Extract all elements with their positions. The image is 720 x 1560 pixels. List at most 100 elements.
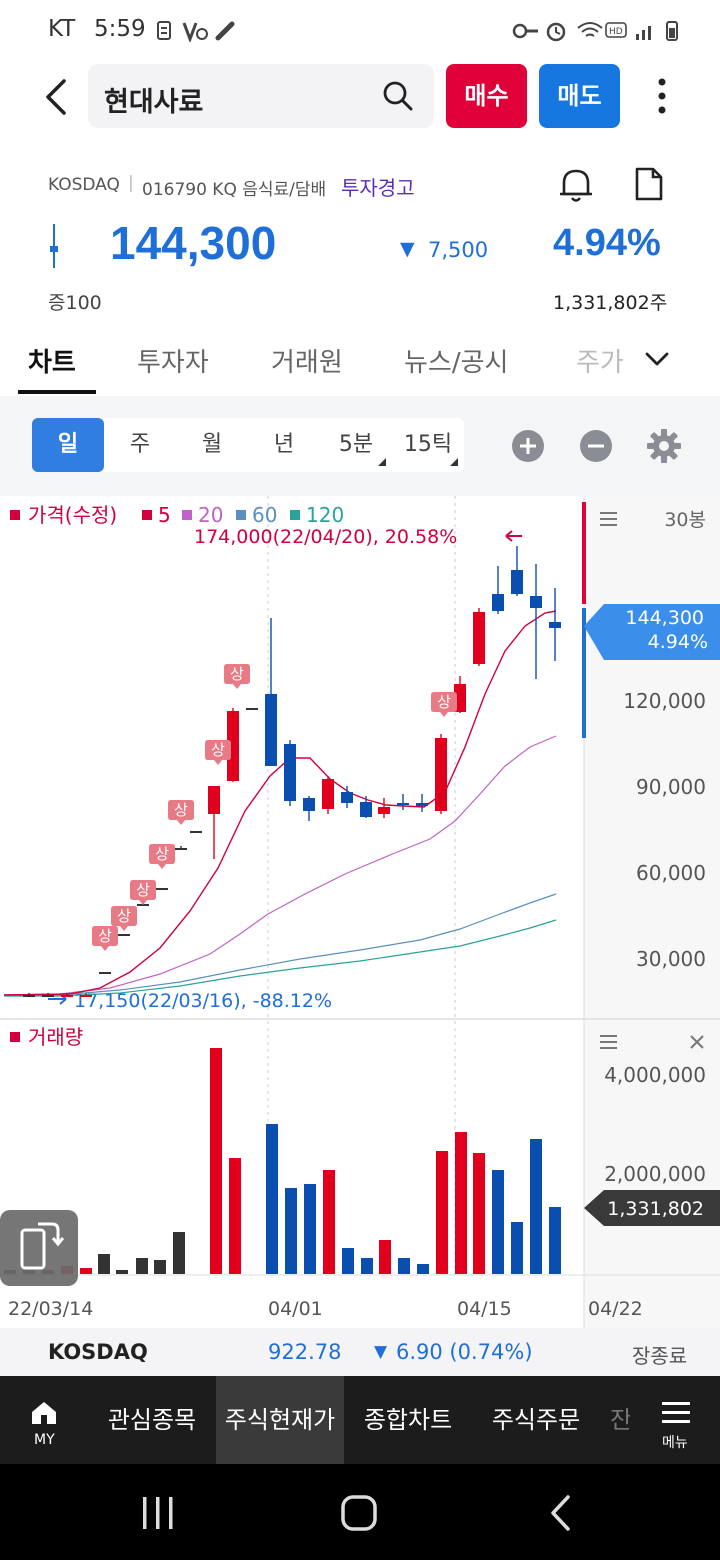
ma20-line	[3, 735, 557, 996]
candle-body	[378, 807, 390, 814]
candle-body	[246, 708, 258, 710]
limit-up-badge-shape	[168, 800, 194, 825]
legend-swatch-ma120	[290, 510, 300, 520]
limit-up-badge-shape	[111, 906, 137, 931]
nav-stock-price[interactable]: 주식현재가	[216, 1376, 344, 1464]
price-axis-tick: 60,000	[636, 861, 706, 885]
zoom-in-icon[interactable]	[511, 429, 545, 463]
nav-watchlist[interactable]: 관심종목	[107, 1406, 197, 1434]
period-month[interactable]: 월	[201, 432, 223, 457]
close-icon[interactable]	[690, 1035, 704, 1049]
candlestick-series	[23, 546, 561, 997]
period-day[interactable]: 일	[32, 418, 104, 472]
volume-bar	[361, 1258, 373, 1274]
down-triangle-icon: ▼	[400, 238, 415, 260]
market-index-bar[interactable]: KOSDAQ 922.78 ▼ 6.90 (0.74%) 장종료	[0, 1328, 720, 1376]
period-15tick[interactable]: 15틱	[403, 432, 453, 457]
candle-body	[416, 803, 428, 806]
date-axis-tick: 04/15	[457, 1298, 512, 1320]
tab-stock-price[interactable]: 주가	[576, 348, 624, 378]
period-5min[interactable]: 5분	[338, 432, 374, 457]
nav-my[interactable]: MY	[0, 1376, 88, 1464]
gear-icon[interactable]	[646, 428, 682, 464]
candle-body	[322, 779, 334, 809]
search-icon[interactable]	[382, 80, 414, 112]
limit-up-badge-shape	[130, 880, 156, 905]
volume-bar	[436, 1151, 448, 1274]
candle-body	[492, 594, 504, 611]
zoom-out-icon[interactable]	[579, 429, 613, 463]
exchange-label: KOSDAQ	[48, 175, 120, 195]
candle-body	[227, 711, 239, 781]
volume-bar	[511, 1222, 523, 1274]
nav-order[interactable]: 주식주문	[491, 1406, 581, 1434]
dropdown-corner-icon	[450, 458, 458, 466]
volume-title: 거래량	[28, 1025, 83, 1049]
tab-chart[interactable]: 차트	[28, 348, 76, 378]
sell-button[interactable]: 매도	[539, 64, 620, 128]
limit-up-badge-label: 상	[136, 881, 150, 899]
candle-body	[23, 995, 35, 997]
candle-body	[397, 803, 409, 805]
mini-candle-icon	[50, 224, 58, 268]
stock-search-field[interactable]: 현대사료	[88, 64, 434, 128]
period-year[interactable]: 년	[273, 432, 295, 457]
volume-bar	[398, 1258, 410, 1274]
system-status-icons: HD	[512, 21, 678, 42]
rotate-screen-button[interactable]	[0, 1210, 78, 1286]
back-icon[interactable]	[40, 78, 72, 116]
volume-hamburger-icon[interactable]	[600, 1035, 617, 1049]
market-index: 922.78	[268, 1340, 342, 1364]
legend-ma5: 5	[158, 503, 171, 527]
legend-swatch-volume	[10, 1032, 20, 1042]
status-time: 5:59	[94, 16, 146, 42]
nav-menu[interactable]: 메뉴	[632, 1376, 720, 1464]
tab-news[interactable]: 뉴스/공시	[404, 348, 509, 378]
limit-up-badge-label: 상	[155, 845, 169, 863]
volume-bar	[492, 1170, 504, 1274]
legend-price-label: 가격(수정)	[28, 503, 117, 527]
hamburger-icon[interactable]	[600, 512, 617, 526]
nav-chart[interactable]: 종합차트	[363, 1406, 453, 1434]
price-chart[interactable]: 가격(수정) 5 20 60 120 30봉 120,000 90,000 60…	[0, 496, 720, 1328]
candle-body	[99, 972, 111, 974]
period-week[interactable]: 주	[129, 432, 151, 457]
tab-broker[interactable]: 거래원	[271, 348, 343, 378]
system-navigation-bar	[0, 1464, 720, 1560]
home-icon	[32, 1402, 56, 1424]
limit-up-badge-label: 상	[117, 907, 131, 925]
nav-more-item[interactable]: 잔	[610, 1406, 630, 1434]
volume-bar	[323, 1170, 335, 1274]
more-vertical-icon[interactable]	[650, 76, 674, 116]
volume-bar	[304, 1184, 316, 1274]
price-axis-tick: 90,000	[636, 775, 706, 799]
buy-button[interactable]: 매수	[446, 64, 527, 128]
document-icon[interactable]	[632, 166, 666, 202]
price-change: 7,500	[428, 238, 489, 262]
candle-body	[190, 831, 202, 833]
date-axis-tick: 04/01	[268, 1298, 323, 1320]
investment-warning-badge[interactable]: 투자경고	[341, 176, 415, 200]
tab-investor[interactable]: 투자자	[137, 348, 209, 378]
volume-bar	[98, 1254, 110, 1274]
back-button-icon[interactable]	[548, 1494, 574, 1532]
candle-body	[175, 848, 187, 850]
candle-body	[265, 694, 277, 766]
legend-swatch-ma5	[142, 510, 152, 520]
limit-up-badge: 상	[431, 692, 457, 717]
volume-bar	[266, 1124, 278, 1274]
home-button-icon[interactable]	[340, 1494, 378, 1532]
chevron-down-icon[interactable]	[644, 350, 670, 368]
notification-icons	[157, 21, 235, 42]
volume-bar	[455, 1132, 467, 1274]
volume-bar	[229, 1158, 241, 1274]
bell-icon[interactable]	[556, 166, 596, 204]
candle-body	[208, 786, 220, 814]
candle-body	[530, 596, 542, 608]
limit-up-badge: 상	[205, 740, 231, 765]
max-price-annotation: 174,000(22/04/20), 20.58%	[194, 526, 457, 548]
down-triangle-icon: ▼	[374, 1342, 388, 1362]
carrier-label: KT	[48, 16, 76, 42]
recent-apps-icon[interactable]	[140, 1496, 176, 1530]
